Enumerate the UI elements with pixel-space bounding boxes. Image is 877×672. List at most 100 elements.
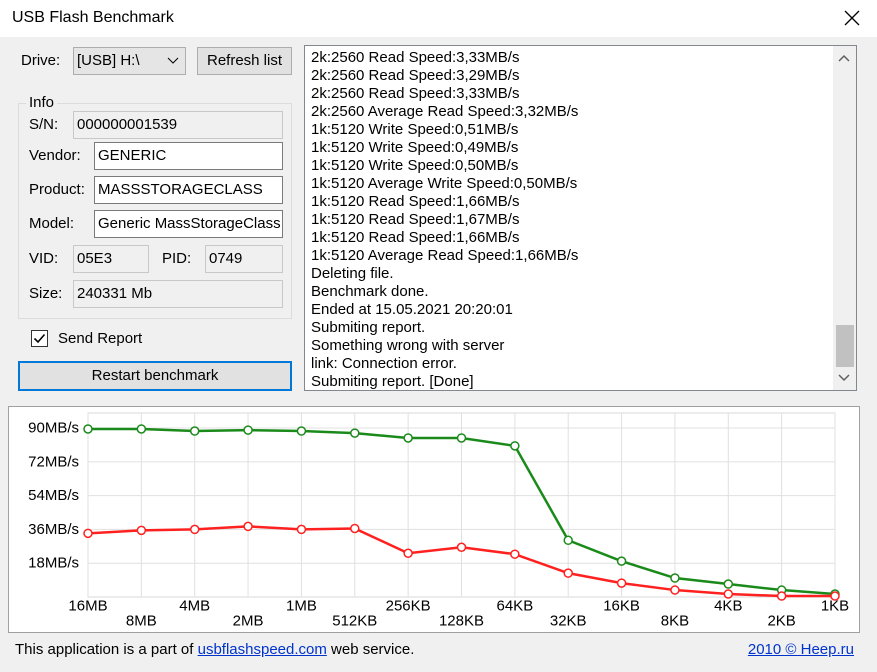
refresh-button[interactable]: Refresh list <box>197 47 292 75</box>
vid-field: 05E3 <box>73 245 149 273</box>
size-label: Size: <box>29 285 63 302</box>
data-point <box>136 525 147 536</box>
data-point <box>189 524 200 535</box>
data-point <box>243 425 253 435</box>
x-tick-label: 512KB <box>332 613 377 630</box>
vendor-field[interactable]: GENERIC <box>94 142 283 170</box>
data-point <box>616 556 627 566</box>
data-point <box>616 578 627 588</box>
chart: 16MB 8MB 4MB 2MB 1MB 512KB 256KB 128KB 64KB 32KB 1… <box>28 412 849 630</box>
info-group <box>18 103 292 319</box>
data-point <box>403 433 413 443</box>
data-point <box>83 424 93 434</box>
log-line: 1k:5120 Read Speed:1,66MB/s <box>311 193 520 210</box>
vendor-label: Vendor: <box>29 147 81 164</box>
x-tick-label: 1KB <box>821 598 849 615</box>
x-tick-label: 1MB <box>286 598 317 615</box>
data-point <box>350 523 360 534</box>
x-tick-label: 16MB <box>68 598 107 615</box>
send-report-checkbox[interactable] <box>31 330 49 348</box>
log-line: Ended at 15.05.2021 20:20:01 <box>311 301 513 318</box>
log-line: 1k:5120 Write Speed:0,50MB/s <box>311 157 519 174</box>
send-report-label: Send Report <box>58 330 143 347</box>
footer-link[interactable]: usbflashspeed.com <box>197 641 327 658</box>
log-line: 2k:2560 Read Speed:3,33MB/s <box>311 85 520 102</box>
drive-label: Drive: <box>21 52 61 69</box>
data-point <box>563 568 573 578</box>
scrollbar-thumb[interactable] <box>836 325 854 367</box>
data-point <box>83 528 93 539</box>
x-tick-label: 2MB <box>233 613 264 630</box>
data-point <box>563 535 573 546</box>
data-point <box>456 542 467 552</box>
x-tick-label: 8KB <box>661 613 689 630</box>
x-tick-label: 128KB <box>439 613 484 630</box>
copyright-link[interactable]: 2010 © Heep.ru <box>747 641 854 658</box>
log-line: 2k:2560 Read Speed:3,29MB/s <box>311 67 520 84</box>
data-point <box>350 428 360 438</box>
product-label: Product: <box>29 181 85 198</box>
data-point <box>510 441 520 451</box>
title-bar <box>0 0 877 37</box>
x-tick-label: 4MB <box>179 598 210 615</box>
drive-dropdown[interactable]: [USB] H:\ <box>73 47 186 75</box>
x-tick-label: 4KB <box>714 598 742 615</box>
footer-text: web service. <box>331 641 415 658</box>
y-tick-label: 36MB/s <box>28 521 79 538</box>
data-point <box>296 426 307 436</box>
log-line: 1k:5120 Read Speed:1,67MB/s <box>311 211 520 228</box>
sn-label: S/N: <box>29 116 59 133</box>
log-line: 2k:2560 Read Speed:3,33MB/s <box>311 49 520 66</box>
data-point <box>830 591 840 601</box>
scroll-down[interactable] <box>838 373 850 383</box>
info-title: Info <box>26 94 58 112</box>
restart-button[interactable]: Restart benchmark <box>18 361 292 391</box>
data-point <box>136 424 147 434</box>
x-tick-label: 32KB <box>550 613 587 630</box>
dropdown-arrow <box>167 57 179 64</box>
log-line: 1k:5120 Read Speed:1,66MB/s <box>311 229 520 246</box>
window-title: USB Flash Benchmark <box>12 9 174 26</box>
close-button[interactable] <box>844 10 860 26</box>
x-tick-label: 2KB <box>767 613 795 630</box>
product-field[interactable]: MASSSTORAGECLASS <box>94 176 283 204</box>
log-line: Something wrong with server <box>311 337 505 354</box>
sn-field: 000000001539 <box>73 111 283 139</box>
log-line: Submiting report. <box>311 319 426 336</box>
data-point <box>403 548 413 559</box>
drive-value: [USB] H:\ <box>77 52 140 69</box>
model-field[interactable]: Generic MassStorageClass <box>94 210 283 238</box>
data-point <box>723 589 734 599</box>
log-line: Benchmark done. <box>311 283 429 300</box>
log-line: 1k:5120 Average Write Speed:0,50MB/s <box>311 175 578 192</box>
data-point <box>670 585 680 595</box>
y-tick-label: 90MB/s <box>28 420 79 437</box>
data-point <box>189 426 200 436</box>
log-line: 1k:5120 Average Read Speed:1,66MB/s <box>311 247 579 264</box>
data-point <box>243 521 253 532</box>
footer-text: This application is a part of <box>15 641 194 658</box>
scrollbar[interactable] <box>833 46 856 390</box>
size-field: 240331 Mb <box>73 280 283 308</box>
log-box: 2k:2560 Read Speed:3,33MB/s 2k:2560 Read … <box>304 45 857 391</box>
x-tick-label: 64KB <box>497 598 534 615</box>
scroll-up[interactable] <box>838 54 850 64</box>
x-tick-label: 16KB <box>603 598 640 615</box>
data-point <box>456 433 467 443</box>
data-point <box>670 573 680 583</box>
y-tick-label: 18MB/s <box>28 555 79 572</box>
model-label: Model: <box>29 215 75 232</box>
footer: This application is a part of usbflashsp… <box>15 641 414 659</box>
x-tick-label: 8MB <box>126 613 157 630</box>
data-point <box>776 591 787 601</box>
data-point <box>723 579 734 589</box>
vid-label: VID: <box>29 250 59 267</box>
data-point <box>510 549 520 559</box>
data-point <box>296 524 307 535</box>
log-line: 1k:5120 Write Speed:0,49MB/s <box>311 139 519 156</box>
copyright: 2010 © Heep.ru <box>748 641 854 659</box>
log-line: Deleting file. <box>311 265 394 282</box>
x-tick-label: 256KB <box>386 598 431 615</box>
log-line: 1k:5120 Write Speed:0,51MB/s <box>311 121 519 138</box>
